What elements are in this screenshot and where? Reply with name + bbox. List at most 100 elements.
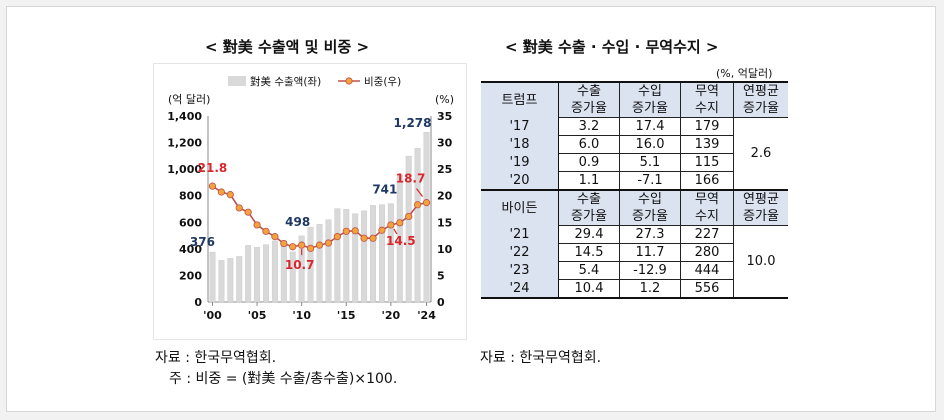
figure-frame — [6, 6, 936, 412]
share-point-2004 — [244, 208, 252, 216]
y-left-axis-label: (억 달러) — [168, 93, 210, 106]
trump-exp: 3.2 — [558, 117, 620, 136]
y-left-tick-label: 0 — [194, 296, 202, 309]
share-point-2017 — [360, 234, 368, 242]
bar-export-2007 — [271, 240, 278, 303]
trump-year: '19 — [481, 153, 559, 172]
trump-exp: 0.9 — [558, 153, 620, 172]
biden-imp: 27.3 — [619, 225, 681, 244]
trump-label-1: 트럼프 — [481, 82, 559, 118]
share-point-2007 — [271, 233, 279, 241]
trump-bal: 166 — [680, 171, 734, 191]
share-point-2000 — [208, 182, 217, 190]
trump-avg: 2.6 — [733, 117, 788, 190]
trump-row-18: '18 6.0 16.0 139 — [481, 135, 788, 154]
left-footnote: 주 : 비중 = (對美 수출/총수출)×100. — [169, 371, 398, 387]
biden-imp: 1.2 — [619, 279, 681, 299]
share-point-2009 — [289, 243, 297, 251]
x-tick-label: '10 — [292, 309, 311, 322]
biden-year: '24 — [481, 279, 559, 299]
trump-bal: 115 — [680, 153, 734, 172]
y-left-tick-label: 800 — [179, 190, 202, 203]
trump-year: '17 — [481, 117, 559, 136]
bar-export-2000 — [209, 251, 216, 303]
right-source-note: 자료 : 한국무역협회. — [480, 350, 602, 366]
bar-export-2011 — [307, 227, 314, 303]
bar-export-2004 — [245, 245, 252, 303]
share-point-2022 — [405, 212, 413, 221]
share-point-2005 — [253, 221, 261, 229]
trump-row-19: '19 0.9 5.1 115 — [481, 153, 788, 172]
share-point-2020 — [387, 221, 395, 229]
biden-header-avg-2: 증가율 — [733, 208, 788, 226]
y-left-tick-label: 600 — [179, 216, 202, 229]
bar-export-2013 — [325, 219, 332, 303]
biden-year: '23 — [481, 261, 559, 280]
bar-export-2017 — [361, 210, 368, 303]
share-point-2013 — [324, 239, 333, 247]
bar-export-2023 — [414, 148, 421, 303]
x-tick-label: '20 — [382, 309, 401, 322]
biden-header-exp-1: 수출 — [558, 189, 620, 208]
y-left-tick-label: 1,400 — [167, 110, 202, 123]
share-point-2012 — [315, 241, 324, 249]
annotation-arrow-2024 — [416, 188, 424, 197]
share-point-2011 — [306, 244, 315, 252]
x-tick-label: '24 — [417, 309, 436, 322]
bar-export-2018 — [370, 205, 376, 303]
x-tick-label: '15 — [337, 309, 356, 322]
y-right-tick-label: 0 — [437, 296, 445, 309]
x-tick-label: '00 — [203, 309, 222, 322]
trump-year: '20 — [481, 171, 559, 190]
share-point-2021 — [396, 219, 404, 227]
line-annotation-2000: 21.8 — [198, 161, 228, 175]
legend-line-marker — [345, 77, 353, 85]
bar-export-2016 — [352, 213, 359, 303]
trump-bal: 179 — [680, 117, 734, 136]
bar-annotation-2024: 1,278 — [394, 116, 432, 130]
bar-export-2020 — [387, 203, 394, 303]
trump-header-exp-1: 수출 — [558, 81, 620, 100]
bar-export-2024 — [423, 132, 430, 303]
trump-header-imp-2: 증가율 — [619, 100, 681, 118]
legend-bar-label: 對美 수출액(좌) — [250, 75, 321, 88]
biden-bal: 444 — [680, 261, 734, 280]
trump-imp: 17.4 — [619, 117, 681, 136]
share-point-2024 — [422, 199, 431, 207]
trump-header-avg-2: 증가율 — [733, 100, 788, 118]
trade-table: 트럼프 수출 수입 무역 연평균 증가율 증가율 수지 증가율 '17 3.2 … — [481, 81, 788, 299]
share-point-2015 — [342, 227, 350, 235]
y-left-tick-label: 1,000 — [167, 163, 202, 176]
biden-header-exp-2: 증가율 — [558, 208, 620, 226]
bar-export-2003 — [236, 256, 243, 303]
y-left-tick-label: 1,200 — [167, 137, 202, 150]
legend-line-label: 비중(우) — [364, 76, 401, 88]
share-point-2008 — [280, 239, 288, 248]
biden-row-24: '24 10.4 1.2 556 — [481, 279, 788, 299]
bar-export-2014 — [334, 208, 341, 303]
biden-exp: 14.5 — [558, 243, 620, 262]
trump-row-20: '20 1.1 -7.1 166 — [481, 171, 788, 191]
biden-label: 바이든 — [481, 190, 559, 226]
chart-panel: 0 200 400 600 800 1,000 1,200 1,400 0 5 10 15 20 25 30… — [153, 63, 467, 340]
biden-avg: 10.0 — [733, 225, 788, 299]
trump-row-17: '17 3.2 17.4 179 2.6 — [481, 117, 788, 190]
biden-header-bal-1: 무역 — [680, 189, 734, 208]
trump-exp: 1.1 — [558, 171, 620, 191]
share-point-2014 — [333, 233, 341, 241]
y-right-tick-label: 35 — [437, 110, 452, 123]
bar-export-2006 — [263, 244, 269, 303]
left-source-note: 자료 : 한국무역협회. — [155, 350, 277, 366]
bar-export-2001 — [218, 260, 225, 303]
y-right-tick-label: 10 — [437, 243, 453, 256]
share-point-2002 — [226, 191, 234, 199]
biden-row-22: '22 14.5 11.7 280 — [481, 243, 788, 262]
y-left-tick-label: 400 — [179, 243, 202, 256]
biden-bal: 227 — [680, 225, 734, 244]
y-left-tick-label: 200 — [179, 269, 202, 282]
x-tick-label: '05 — [248, 309, 267, 322]
y-right-tick-label: 15 — [437, 216, 452, 229]
bar-export-2021 — [396, 174, 403, 303]
share-point-2001 — [217, 188, 225, 196]
biden-header-imp-2: 증가율 — [619, 208, 681, 226]
